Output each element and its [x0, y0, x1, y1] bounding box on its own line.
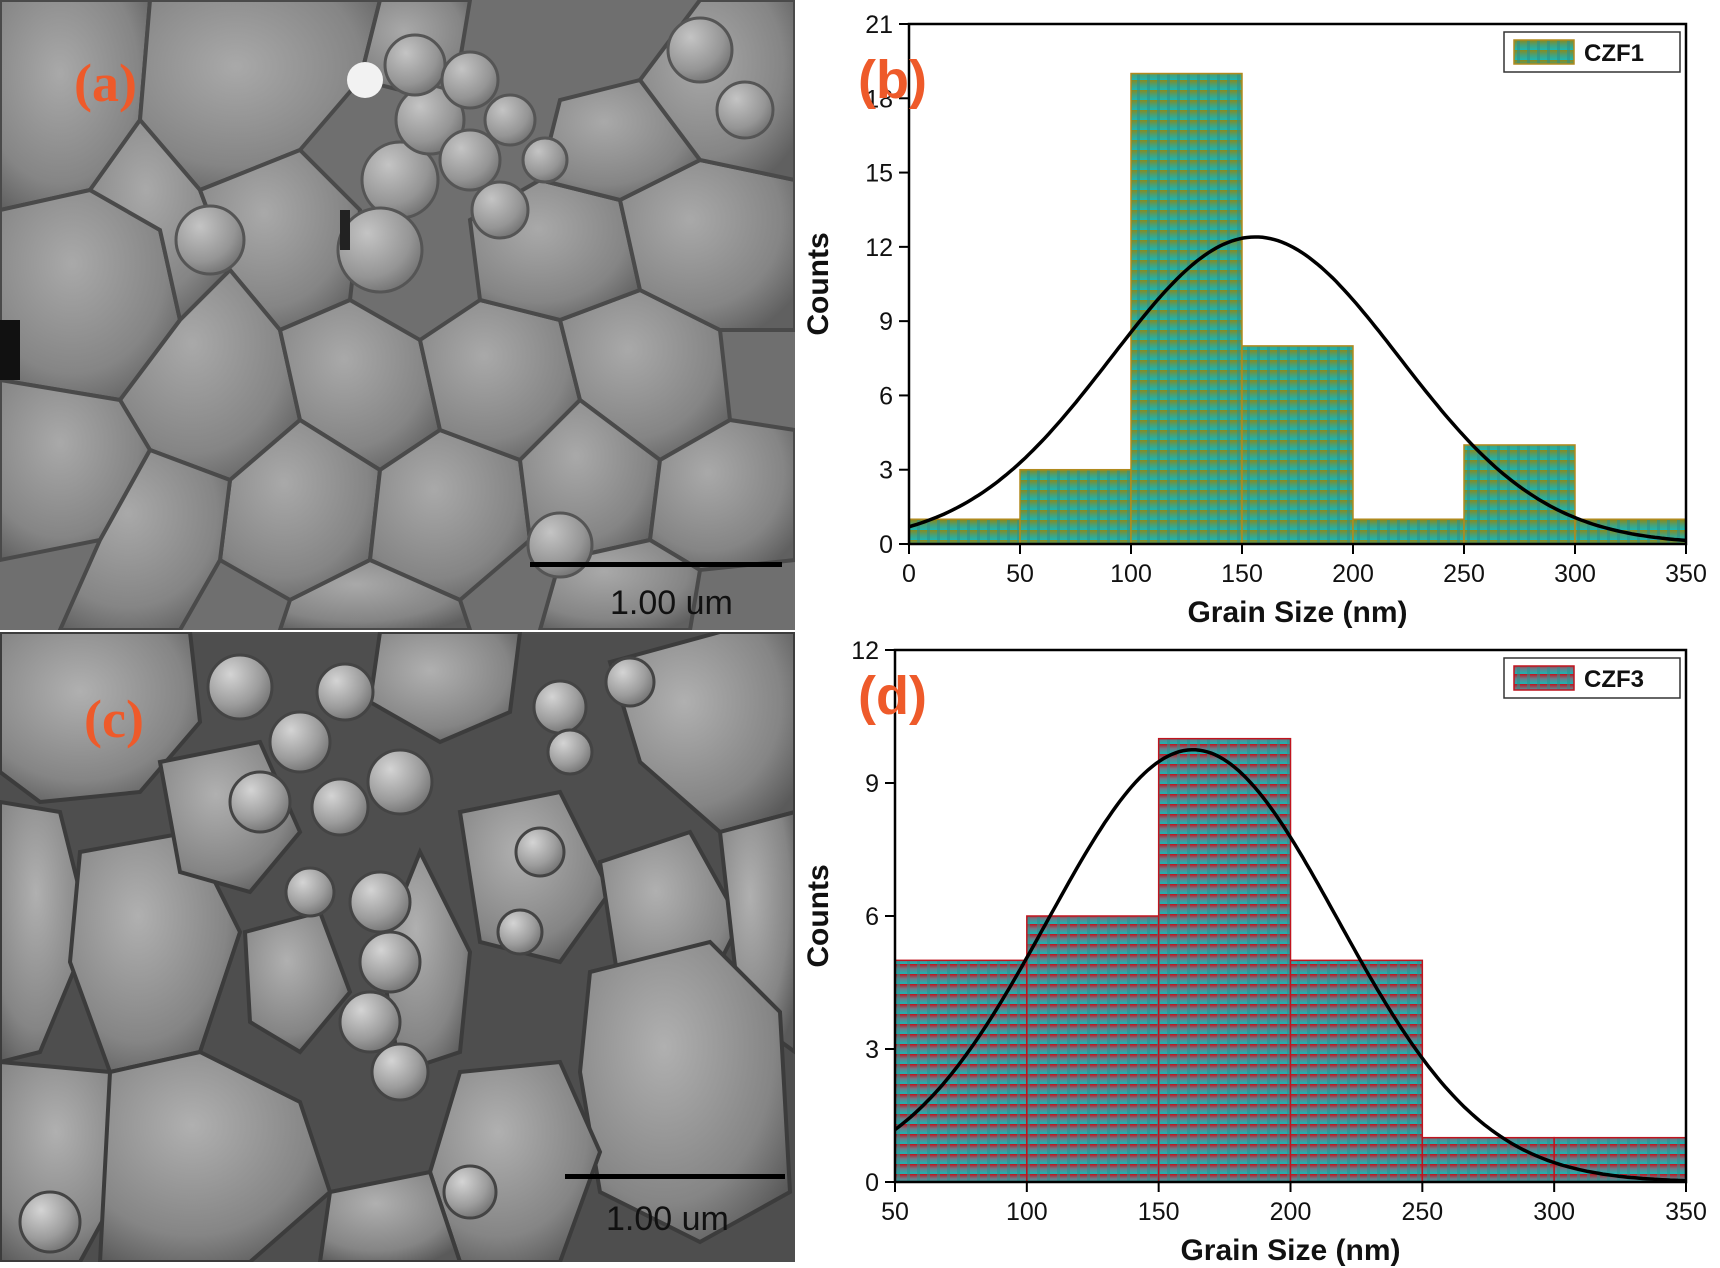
- x-axis-label: Grain Size (nm): [1187, 596, 1407, 629]
- y-tick-label: 6: [879, 382, 893, 410]
- x-tick-label: 100: [1006, 1198, 1048, 1226]
- y-tick-label: 6: [865, 903, 879, 931]
- x-tick-label: 50: [1006, 560, 1034, 588]
- panel-label-a: (a): [74, 53, 137, 113]
- x-tick-label: 100: [1110, 560, 1152, 588]
- x-tick-label: 350: [1665, 560, 1707, 588]
- panel-label-c: (c): [84, 689, 144, 749]
- x-tick-label: 0: [902, 560, 916, 588]
- y-tick-label: 18: [865, 85, 893, 113]
- histogram-chart-b: 0 50 100 150 200 250 300 350 0 3 6 9 12 15 18 21 Grain S…: [802, 11, 1707, 629]
- scale-bar-a: [530, 562, 782, 567]
- histogram-bar: [1026, 915, 1160, 1183]
- panel-label-d: (d): [858, 666, 927, 726]
- gaussian-fit-curve: [908, 235, 1687, 543]
- plot-area-d: 50 100 150 200 250 300 350 0 3 6 9 12 Grain Size (nm…: [802, 637, 1707, 1267]
- x-tick-label: 150: [1221, 560, 1263, 588]
- histogram-bar: [1130, 72, 1243, 545]
- legend-label: CZF1: [1584, 40, 1644, 67]
- y-tick-label: 0: [865, 1169, 879, 1197]
- histogram-bar: [1421, 1136, 1555, 1183]
- x-tick-label: 300: [1533, 1198, 1575, 1226]
- gaussian-fit-curve: [893, 748, 1687, 1183]
- y-axis-label: Counts: [802, 864, 835, 967]
- x-axis-label: Grain Size (nm): [1180, 1234, 1400, 1267]
- x-tick-label: 200: [1332, 560, 1374, 588]
- axes-frame: [907, 22, 1688, 546]
- sem-grains-a: [0, 0, 795, 630]
- y-tick-label: 15: [865, 160, 893, 188]
- y-tick-label: 0: [879, 531, 893, 559]
- x-tick-label: 250: [1401, 1198, 1443, 1226]
- legend: CZF3: [1503, 657, 1681, 699]
- scale-bar-text-a: 1.00 um: [610, 584, 733, 622]
- legend-label: CZF3: [1584, 666, 1644, 693]
- scale-bar-c: [565, 1174, 785, 1179]
- y-tick-label: 21: [865, 11, 893, 39]
- histogram-chart-d: 50 100 150 200 250 300 350 0 3 6 9 12 Grain Size (nm…: [802, 637, 1707, 1267]
- sem-grains-c: [0, 632, 795, 1262]
- x-tick-label: 50: [881, 1198, 909, 1226]
- y-tick-label: 12: [865, 234, 893, 262]
- histogram-bar: [1241, 345, 1354, 545]
- histogram-bar: [1463, 444, 1576, 545]
- x-tick-label: 150: [1138, 1198, 1180, 1226]
- scale-bar-text-c: 1.00 um: [606, 1200, 729, 1238]
- legend: CZF1: [1503, 31, 1681, 73]
- x-tick-label: 350: [1665, 1198, 1707, 1226]
- histogram-bar: [1019, 468, 1132, 545]
- legend-swatch: [1513, 665, 1575, 691]
- sem-image-a: (a) 1.00 um: [0, 0, 795, 630]
- x-tick-label: 300: [1554, 560, 1596, 588]
- y-tick-label: 3: [879, 457, 893, 485]
- histogram-bar: [1352, 518, 1465, 545]
- histogram-bar: [1289, 959, 1424, 1183]
- sem-image-c: (c) 1.00 um: [0, 632, 795, 1262]
- y-axis-label: Counts: [802, 232, 835, 335]
- y-tick-label: 9: [879, 308, 893, 336]
- panel-label-b: (b): [858, 50, 927, 110]
- histogram-bar: [1157, 737, 1292, 1183]
- x-tick-label: 200: [1270, 1198, 1312, 1226]
- y-tick-label: 12: [851, 637, 879, 665]
- y-tick-label: 9: [865, 770, 879, 798]
- y-tick-label: 3: [865, 1036, 879, 1064]
- x-tick-label: 250: [1443, 560, 1485, 588]
- legend-swatch: [1513, 39, 1575, 65]
- plot-area-b: 0 50 100 150 200 250 300 350 0 3 6 9 12 15 18 21 Grain S…: [802, 11, 1707, 629]
